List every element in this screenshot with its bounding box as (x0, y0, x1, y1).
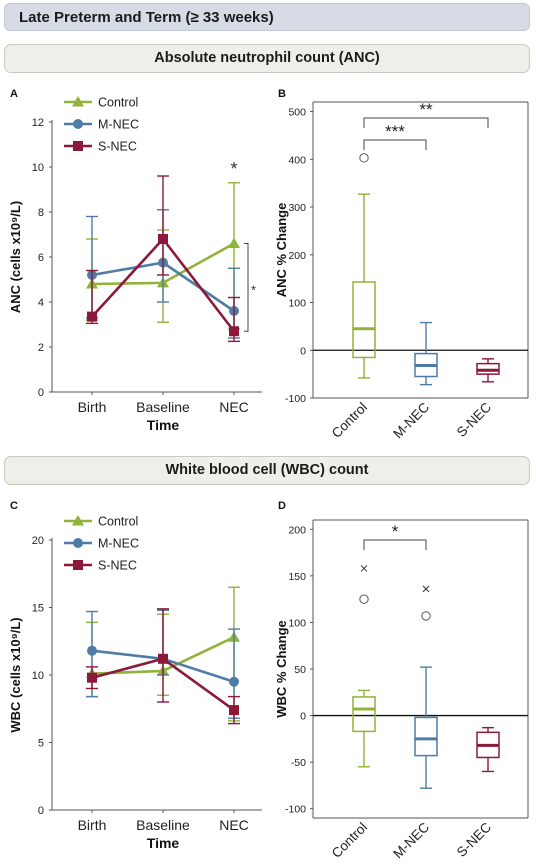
y-tick-label-a: 12 (32, 117, 44, 129)
data-point-c (87, 645, 97, 656)
data-point-a (229, 326, 239, 337)
x-tick-label-b: S-NEC (454, 399, 494, 439)
box-d (414, 716, 438, 757)
y-tick-label-d: 0 (300, 711, 306, 723)
y-tick-label-c: 15 (32, 603, 44, 615)
panel-label-a: A (10, 88, 18, 100)
box-d (352, 696, 376, 733)
significance-bracket-d (363, 539, 427, 550)
y-tick-label-c: 5 (38, 738, 44, 750)
significance-star-a: * (230, 159, 237, 179)
legend-label-a: Control (98, 96, 138, 110)
header-title: Late Preterm and Term (≥ 33 weeks) (19, 9, 274, 26)
x-tick-label-b: Control (329, 400, 370, 441)
y-tick-label-d: 100 (288, 617, 306, 629)
x-tick-label-c: NEC (219, 817, 249, 833)
outlier-circle-b (359, 153, 369, 163)
panel-label-b: B (278, 88, 286, 100)
y-tick-label-b: 400 (288, 154, 306, 166)
y-tick-label-c: 10 (32, 670, 44, 682)
x-tick-label-d: M-NEC (390, 819, 432, 861)
box-b (352, 281, 376, 359)
y-tick-label-b: -100 (285, 393, 306, 405)
x-tick-label-a: Baseline (136, 399, 190, 415)
significance-label-b: *** (385, 122, 405, 141)
x-tick-label-d: S-NEC (454, 819, 494, 859)
y-axis-label-a: ANC (cells x10⁹/L) (8, 201, 23, 313)
x-axis-label-a: Time (147, 417, 180, 433)
y-tick-label-d: 200 (288, 524, 306, 536)
x-tick-label-a: Birth (78, 399, 107, 415)
legend-label-c: Control (98, 515, 138, 529)
legend-label-a: S-NEC (98, 140, 137, 154)
data-point-a (158, 234, 168, 244)
legend-marker-a (73, 141, 83, 151)
y-tick-label-c: 20 (32, 535, 44, 547)
section-title-wbc: White blood cell (WBC) count (165, 462, 369, 478)
y-tick-label-d: 150 (288, 571, 306, 583)
legend-marker-c (72, 515, 84, 526)
significance-bracket-b (363, 117, 489, 128)
section-header-wbc: White blood cell (WBC) count (4, 456, 530, 485)
y-tick-label-b: 500 (288, 107, 306, 119)
legend-marker-c (73, 560, 83, 570)
section-title-anc: Absolute neutrophil count (ANC) (154, 50, 380, 66)
data-point-c (229, 676, 239, 687)
data-point-a (228, 237, 240, 248)
x-tick-label-d: Control (329, 820, 370, 861)
x-tick-label-b: M-NEC (390, 399, 432, 441)
x-tick-label-a: NEC (219, 399, 249, 415)
outlier-x-d (360, 565, 368, 572)
legend-marker-a (73, 119, 83, 129)
significance-bracket-a (244, 243, 249, 332)
x-tick-label-c: Birth (78, 817, 107, 833)
section-header-anc: Absolute neutrophil count (ANC) (4, 44, 530, 73)
y-tick-label-d: -50 (291, 757, 306, 769)
y-tick-label-b: 300 (288, 202, 306, 214)
legend-marker-c (73, 538, 83, 548)
legend-label-a: M-NEC (98, 118, 139, 132)
y-tick-label-a: 2 (38, 342, 44, 354)
data-point-a (87, 311, 97, 322)
header-banner: Late Preterm and Term (≥ 33 weeks) (4, 3, 530, 31)
x-tick-label-c: Baseline (136, 817, 190, 833)
y-tick-label-c: 0 (38, 805, 44, 817)
outlier-circle-d (421, 611, 431, 621)
y-tick-label-d: -100 (285, 804, 306, 816)
legend-label-c: M-NEC (98, 537, 139, 551)
data-point-c (158, 653, 168, 664)
y-tick-label-b: 200 (288, 250, 306, 262)
y-axis-label-c: WBC (cells x10⁹/L) (8, 617, 23, 732)
x-axis-label-c: Time (147, 835, 180, 851)
outlier-circle-d (359, 594, 369, 604)
significance-label-d: * (392, 522, 399, 541)
data-point-c (229, 705, 239, 716)
y-tick-label-b: 0 (300, 345, 306, 357)
y-tick-label-a: 10 (32, 162, 44, 174)
y-tick-label-a: 6 (38, 252, 44, 264)
y-tick-label-a: 0 (38, 387, 44, 399)
y-axis-label-b: ANC % Change (274, 203, 289, 298)
y-tick-label-a: 4 (38, 297, 44, 309)
significance-label-b: ** (419, 100, 433, 119)
y-tick-label-b: 100 (288, 298, 306, 310)
y-tick-label-a: 8 (38, 207, 44, 219)
panel-label-c: C (10, 500, 18, 512)
legend-label-c: S-NEC (98, 559, 137, 573)
data-point-c (87, 672, 97, 683)
significance-bracket-b (363, 139, 427, 150)
panel-label-d: D (278, 500, 286, 512)
legend-marker-a (72, 96, 84, 107)
outlier-x-d (422, 585, 430, 593)
y-tick-label-d: 50 (294, 664, 306, 676)
y-axis-label-d: WBC % Change (274, 620, 289, 718)
significance-bracket-star-a: * (251, 282, 256, 297)
